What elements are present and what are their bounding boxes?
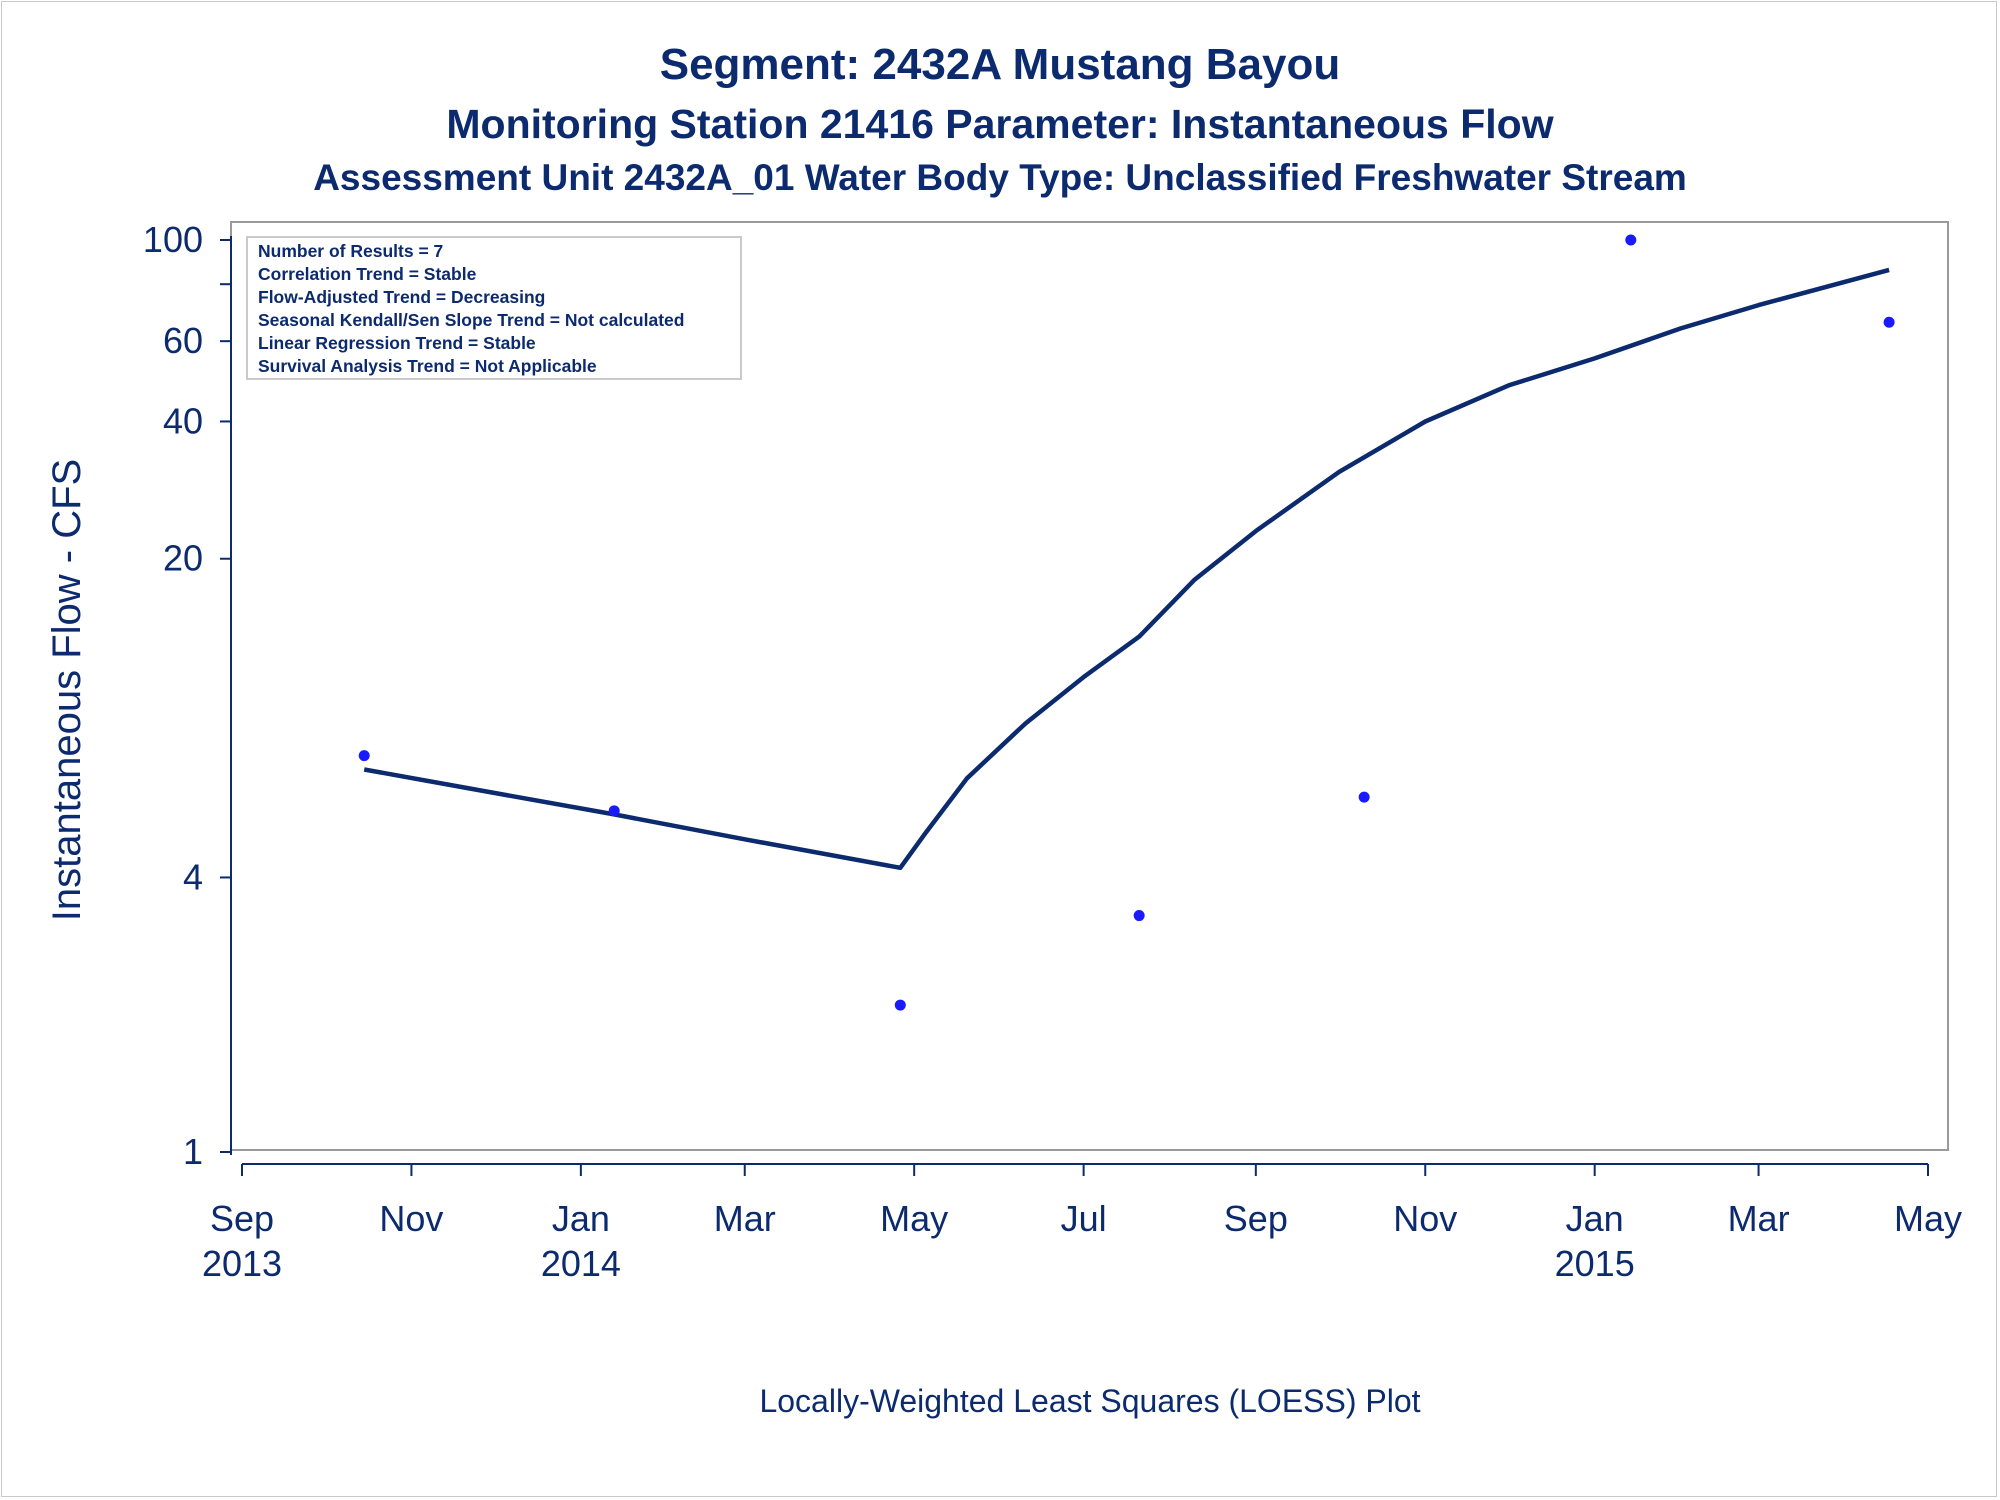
- x-tick-year-label: 2014: [541, 1243, 621, 1284]
- x-tick-label: Sep: [210, 1198, 274, 1239]
- x-tick-label: May: [1894, 1198, 1962, 1239]
- x-tick-label: Sep: [1224, 1198, 1288, 1239]
- x-tick-label: Mar: [1728, 1198, 1790, 1239]
- data-point: [1133, 910, 1145, 922]
- stat-flow-adjusted-trend: Flow-Adjusted Trend = Decreasing: [258, 287, 545, 307]
- loess-line: [363, 267, 1890, 871]
- data-point: [894, 999, 906, 1011]
- x-tick-label: Jul: [1061, 1198, 1107, 1239]
- y-tick-label: 1: [183, 1131, 203, 1172]
- x-tick-label: Jan: [552, 1198, 610, 1239]
- y-axis-title: Instantaneous Flow - CFS: [45, 459, 89, 921]
- stat-survival-analysis-trend: Survival Analysis Trend = Not Applicable: [258, 356, 597, 376]
- stats-box-frame: [246, 236, 742, 380]
- y-axis: 1 4 20 40 60 100: [143, 219, 232, 1172]
- chart-title: Segment: 2432A Mustang Bayou: [660, 40, 1341, 89]
- x-tick-year-label: 2013: [202, 1243, 282, 1284]
- y-tick-label: 40: [163, 400, 203, 441]
- stat-linear-regression-trend: Linear Regression Trend = Stable: [258, 333, 536, 353]
- x-tick-label: May: [880, 1198, 948, 1239]
- data-point: [1358, 791, 1370, 803]
- stats-box: Number of Results = 7 Correlation Trend …: [246, 236, 742, 380]
- data-point: [1625, 234, 1637, 246]
- x-tick-year-label: 2015: [1555, 1243, 1635, 1284]
- stat-correlation-trend: Correlation Trend = Stable: [258, 264, 477, 284]
- y-tick-label: 20: [163, 538, 203, 579]
- x-tick-label: Nov: [379, 1198, 443, 1239]
- chart-subtitle-2: Assessment Unit 2432A_01 Water Body Type…: [313, 157, 1687, 198]
- y-tick-label: 100: [143, 219, 203, 260]
- y-tick-label: 4: [183, 856, 203, 897]
- data-point: [1883, 316, 1895, 328]
- data-point: [358, 750, 370, 762]
- chart-subtitle: Monitoring Station 21416 Parameter: Inst…: [446, 101, 1553, 147]
- footnote: Locally-Weighted Least Squares (LOESS) P…: [759, 1383, 1420, 1419]
- loess-layer: [363, 267, 1890, 871]
- x-tick-label: Nov: [1393, 1198, 1457, 1239]
- stat-number-of-results: Number of Results = 7: [258, 241, 443, 261]
- data-point: [608, 805, 620, 817]
- points-layer: [358, 234, 1895, 1011]
- x-tick-label: Jan: [1566, 1198, 1624, 1239]
- y-tick-label: 60: [163, 320, 203, 361]
- x-tick-label: Mar: [714, 1198, 776, 1239]
- stat-seasonal-kendall-trend: Seasonal Kendall/Sen Slope Trend = Not c…: [258, 310, 684, 330]
